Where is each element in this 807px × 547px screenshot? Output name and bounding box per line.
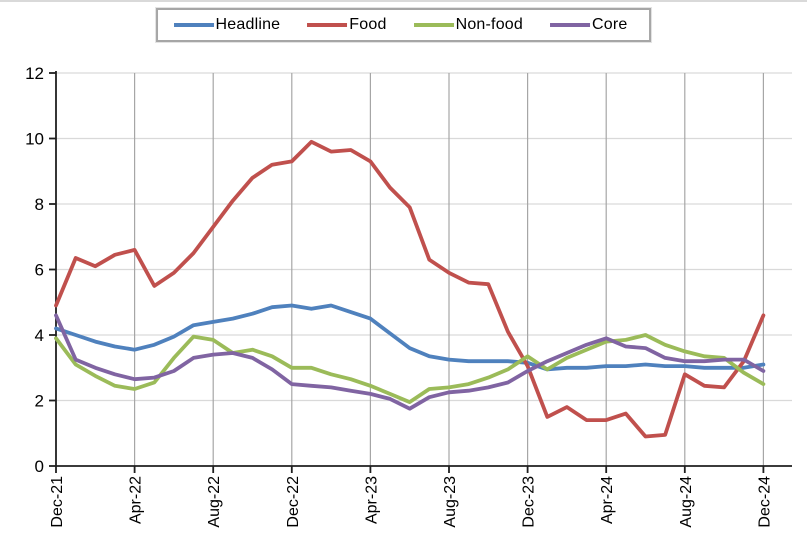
headline-line-swatch — [173, 23, 214, 27]
nonfood-line-swatch — [413, 23, 454, 27]
x-tick-label: Apr-22 — [128, 476, 145, 524]
legend-item-headline: Headline — [173, 16, 281, 34]
y-tick-label: 10 — [25, 130, 44, 149]
series-line-nonfood — [54, 333, 766, 405]
legend-item-core: Core — [549, 16, 628, 34]
series-line-core — [54, 313, 766, 411]
series-line-headline — [54, 303, 766, 372]
y-tick-label: 2 — [35, 392, 44, 411]
x-tick-label: Dec-24 — [756, 476, 773, 528]
series-line-food — [54, 139, 766, 439]
x-tick-label: Aug-24 — [678, 476, 695, 528]
x-tick-label: Dec-23 — [521, 476, 538, 528]
y-tick-label: 12 — [25, 64, 44, 83]
x-tick-label: Dec-21 — [49, 476, 66, 528]
y-tick-label: 0 — [35, 457, 44, 476]
x-tick-label: Dec-22 — [285, 476, 302, 528]
legend: Headline Food Non-food Core — [155, 8, 652, 42]
x-tick-label: Aug-22 — [206, 476, 223, 528]
core-line-swatch — [549, 23, 590, 27]
y-tick-label: 8 — [35, 195, 44, 214]
legend-label-headline: Headline — [215, 16, 281, 33]
x-tick-label: Apr-24 — [599, 476, 616, 524]
x-tick-label: Apr-23 — [363, 476, 380, 524]
x-tick-label: Aug-23 — [442, 476, 459, 528]
y-tick-label: 4 — [35, 326, 44, 345]
legend-label-food: Food — [349, 16, 387, 33]
image-top-border — [0, 0, 807, 2]
legend-label-core: Core — [591, 16, 628, 33]
legend-item-nonfood: Non-food — [413, 16, 523, 34]
food-line-swatch — [307, 23, 348, 27]
legend-item-food: Food — [307, 16, 386, 34]
y-tick-label: 6 — [35, 261, 44, 280]
legend-label-nonfood: Non-food — [455, 16, 523, 33]
